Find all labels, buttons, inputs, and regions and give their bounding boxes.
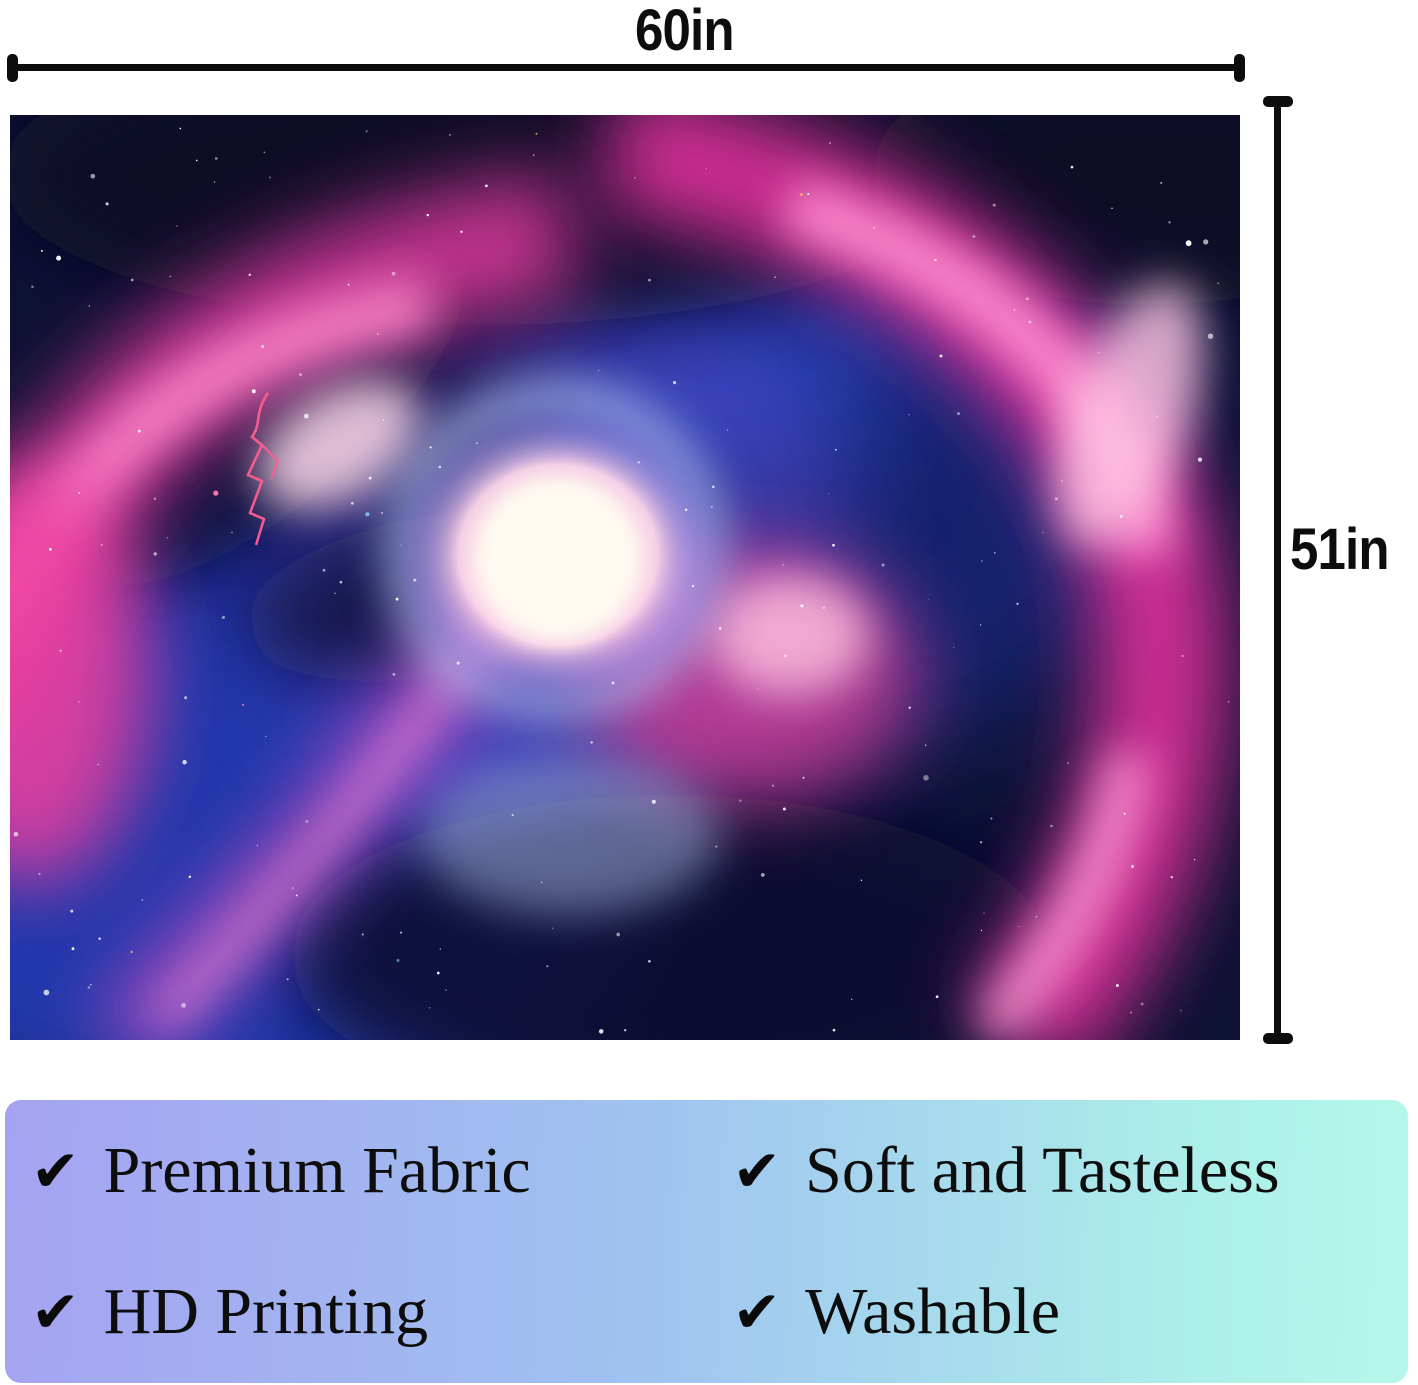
height-dimension-label: 51in — [1290, 517, 1389, 582]
feature-item: ✔ Premium Fabric — [5, 1100, 707, 1242]
feature-label: HD Printing — [103, 1275, 429, 1349]
width-dimension-label: 60in — [634, 0, 734, 63]
wormhole-core — [382, 377, 728, 723]
feature-label: Washable — [805, 1275, 1061, 1349]
feature-label: Soft and Tasteless — [805, 1133, 1280, 1207]
feature-item: ✔ Soft and Tasteless — [707, 1100, 1409, 1242]
feature-item: ✔ HD Printing — [5, 1242, 707, 1384]
stars-layer — [13, 127, 1230, 1034]
lightning-bolt — [246, 392, 280, 546]
galaxy-wormhole-image — [10, 115, 1240, 1040]
feature-item: ✔ Washable — [707, 1242, 1409, 1384]
height-dimension-line — [1274, 100, 1281, 1040]
features-banner: ✔ Premium Fabric ✔ Soft and Tasteless ✔ … — [5, 1100, 1408, 1383]
width-dimension-line — [12, 64, 1240, 71]
feature-label: Premium Fabric — [103, 1133, 531, 1207]
checkmark-icon: ✔ — [732, 1278, 782, 1347]
checkmark-icon: ✔ — [31, 1136, 80, 1205]
checkmark-icon: ✔ — [31, 1278, 80, 1347]
checkmark-icon: ✔ — [732, 1136, 782, 1205]
